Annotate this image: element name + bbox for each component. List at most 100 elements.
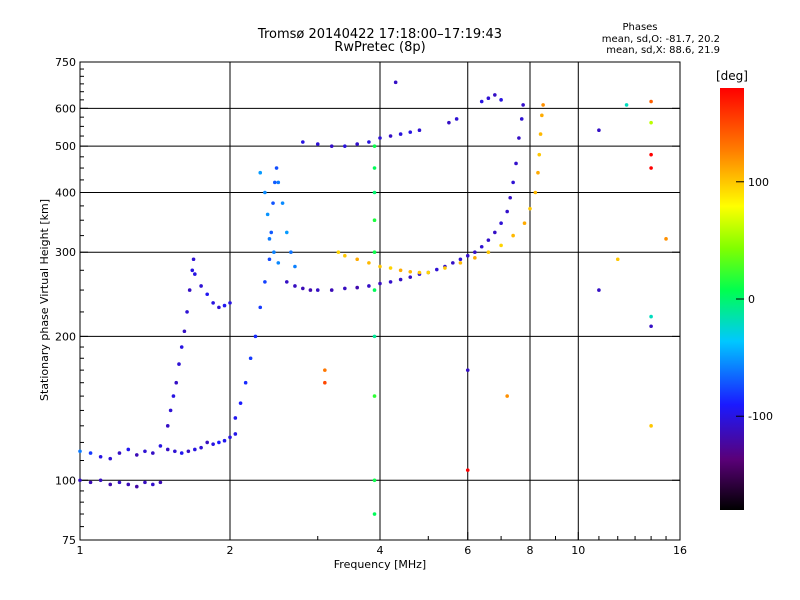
data-point bbox=[190, 268, 195, 273]
data-point bbox=[258, 305, 263, 310]
data-point bbox=[238, 401, 243, 405]
data-point bbox=[372, 288, 377, 292]
data-point bbox=[649, 99, 653, 104]
data-point bbox=[597, 288, 601, 292]
data-point bbox=[88, 480, 93, 485]
data-point bbox=[329, 288, 334, 292]
data-point bbox=[267, 257, 272, 262]
data-point bbox=[649, 120, 653, 125]
data-point bbox=[143, 480, 147, 485]
data-point bbox=[493, 230, 497, 235]
data-point bbox=[185, 310, 189, 314]
data-point bbox=[486, 96, 491, 100]
data-point bbox=[519, 117, 524, 121]
grid-lines bbox=[80, 62, 680, 540]
data-point bbox=[343, 253, 347, 258]
data-point bbox=[177, 362, 181, 366]
phases-x-stats: mean, sd,X: 88.6, 21.9 bbox=[606, 45, 720, 56]
data-point bbox=[426, 270, 431, 275]
data-point bbox=[486, 238, 491, 242]
data-point bbox=[378, 264, 382, 269]
data-point bbox=[372, 478, 377, 483]
data-point bbox=[271, 201, 275, 205]
data-point bbox=[108, 482, 113, 487]
data-point bbox=[486, 250, 491, 255]
data-point bbox=[165, 447, 170, 452]
data-point bbox=[378, 136, 382, 140]
data-point bbox=[308, 288, 313, 292]
data-point bbox=[233, 432, 238, 436]
data-point bbox=[248, 356, 253, 361]
data-point bbox=[649, 324, 653, 329]
x-tick-label: 8 bbox=[527, 544, 534, 557]
data-point bbox=[398, 132, 403, 136]
data-point bbox=[117, 451, 122, 455]
data-point bbox=[398, 268, 403, 273]
data-point bbox=[228, 435, 232, 440]
colorbar-tick-label: -100 bbox=[748, 410, 773, 423]
data-point bbox=[269, 230, 274, 235]
data-point bbox=[514, 161, 518, 166]
data-point bbox=[388, 266, 393, 270]
data-point bbox=[479, 244, 484, 249]
data-point bbox=[537, 152, 542, 157]
data-point bbox=[458, 257, 463, 262]
data-point bbox=[228, 301, 232, 305]
data-point bbox=[536, 170, 540, 175]
data-point bbox=[372, 166, 377, 170]
data-point bbox=[367, 284, 371, 288]
data-point bbox=[493, 93, 497, 97]
data-point bbox=[465, 468, 470, 472]
data-point bbox=[199, 284, 203, 288]
data-point bbox=[233, 416, 238, 420]
data-point bbox=[171, 394, 176, 398]
data-point bbox=[540, 113, 544, 118]
data-point bbox=[597, 128, 601, 132]
data-point bbox=[511, 233, 515, 238]
y-tick-label: 300 bbox=[55, 246, 76, 259]
data-point bbox=[508, 195, 512, 200]
data-point bbox=[98, 478, 103, 483]
data-point bbox=[158, 444, 163, 448]
data-point bbox=[151, 451, 155, 455]
data-point bbox=[211, 442, 215, 446]
chart-subtitle: RwPretec (8p) bbox=[334, 40, 426, 55]
data-point bbox=[182, 329, 187, 334]
y-tick-label: 750 bbox=[55, 56, 76, 69]
y-tick-label: 500 bbox=[55, 140, 76, 153]
x-tick-label: 6 bbox=[464, 544, 471, 557]
data-point bbox=[280, 201, 285, 205]
colorbar-label: [deg] bbox=[716, 69, 748, 83]
data-point bbox=[301, 140, 305, 144]
y-axis-label: Stationary phase Virtual Height [km] bbox=[38, 199, 51, 401]
data-point bbox=[263, 190, 267, 195]
y-tick-label: 100 bbox=[55, 474, 76, 487]
data-point bbox=[624, 103, 629, 107]
data-point bbox=[541, 103, 545, 107]
data-point bbox=[284, 280, 289, 284]
data-point bbox=[615, 257, 620, 262]
data-point bbox=[293, 264, 297, 269]
data-point bbox=[276, 261, 281, 265]
data-point bbox=[511, 180, 515, 185]
data-point bbox=[315, 288, 320, 292]
data-point bbox=[499, 243, 503, 248]
data-point bbox=[323, 368, 327, 372]
data-point bbox=[538, 132, 543, 136]
data-point bbox=[454, 117, 459, 121]
y-tick-label: 600 bbox=[55, 102, 76, 115]
data-point bbox=[465, 253, 470, 258]
data-point bbox=[479, 99, 484, 104]
data-point bbox=[126, 447, 131, 452]
data-point bbox=[186, 449, 191, 454]
data-point bbox=[343, 144, 347, 148]
data-point bbox=[267, 237, 272, 241]
data-point bbox=[372, 250, 377, 255]
data-point bbox=[179, 345, 184, 349]
data-point bbox=[398, 277, 403, 282]
data-point bbox=[117, 480, 122, 485]
data-point bbox=[458, 261, 463, 265]
data-point bbox=[253, 334, 258, 339]
data-point bbox=[372, 218, 377, 223]
data-point bbox=[217, 305, 221, 310]
